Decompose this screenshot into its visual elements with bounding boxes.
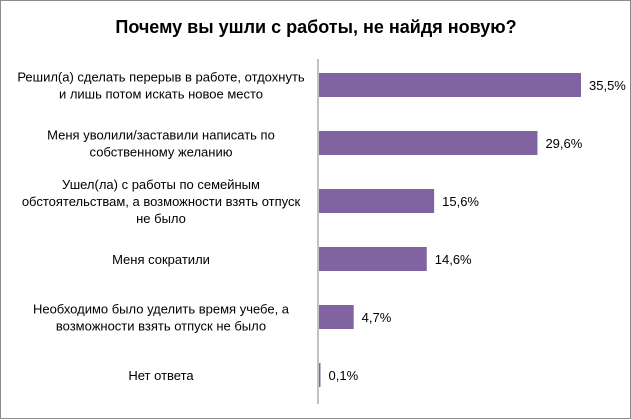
category-label-4: Меня сократили xyxy=(112,252,210,267)
category-label-3: Ушел(ла) с работы по семейным обстоятельс… xyxy=(22,177,301,226)
data-label-4: 14,6% xyxy=(435,252,472,267)
data-label-1: 35,5% xyxy=(589,78,626,93)
data-label-3: 15,6% xyxy=(442,194,479,209)
data-label-6: 0,1% xyxy=(329,368,359,383)
category-label-1: Решил(а) сделать перерыв в работе, отдох… xyxy=(17,70,305,102)
bar-4 xyxy=(319,247,427,271)
bar-6 xyxy=(319,363,321,387)
bar-1 xyxy=(319,73,581,97)
bar-3 xyxy=(319,189,435,213)
category-label-5: Необходимо было уделить время учебе, а во… xyxy=(33,302,290,334)
chart-marks: 35,5% Решил(а) сделать перерыв в работе, … xyxy=(17,70,626,387)
category-label-2: Меня уволили/заставили написать по собств… xyxy=(47,128,275,160)
data-label-5: 4,7% xyxy=(362,310,392,325)
chart-title: Почему вы ушли с работы, не найдя новую? xyxy=(115,17,516,37)
bar-5 xyxy=(319,305,354,329)
data-label-2: 29,6% xyxy=(545,136,582,151)
bar-2 xyxy=(319,131,538,155)
category-label-6: Нет ответа xyxy=(128,368,194,383)
